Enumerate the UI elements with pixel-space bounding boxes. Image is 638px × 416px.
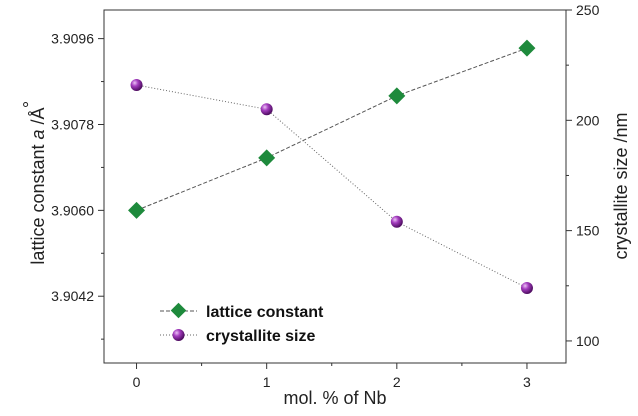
series-layer <box>128 39 536 294</box>
x-tick-label: 3 <box>523 374 531 390</box>
left-tick-label: 3.9060 <box>51 202 94 218</box>
right-tick-label: 250 <box>576 2 600 18</box>
series-line-lattice-constant <box>136 47 528 211</box>
legend-marker-crystallite <box>172 329 185 341</box>
legend: lattice constant crystallite size <box>160 302 324 345</box>
legend-label-lattice: lattice constant <box>206 304 324 321</box>
left-tick-label: 3.9078 <box>51 116 94 132</box>
data-point-crystallite-size <box>520 281 533 294</box>
left-axis-title-symbol: Å <box>28 107 48 119</box>
series-line-crystallite-size <box>136 84 528 289</box>
left-axis-title: lattice constant a /Å <box>28 107 48 264</box>
plot-frame <box>103 9 567 364</box>
left-axis-ticks: 3.9042 3.9060 3.9078 3.9096 <box>51 31 104 340</box>
left-axis-title-main: lattice constant <box>28 139 48 264</box>
left-axis-title-ring: ° <box>22 99 29 119</box>
x-tick-label: 1 <box>263 374 271 390</box>
data-point-lattice-constant <box>518 39 536 57</box>
x-tick-label: 0 <box>133 374 141 390</box>
left-axis-title-var: a <box>28 129 48 139</box>
x-tick-label: 2 <box>393 374 401 390</box>
data-point-crystallite-size <box>130 79 143 92</box>
data-point-lattice-constant <box>128 201 146 219</box>
right-axis-title: crystallite size /nm <box>611 112 631 259</box>
right-tick-label: 150 <box>576 223 600 239</box>
data-point-crystallite-size <box>390 215 403 228</box>
x-axis-ticks: 0 1 2 3 <box>133 363 531 390</box>
right-axis-ticks: 100 150 200 250 <box>566 2 600 349</box>
legend-label-crystallite: crystallite size <box>206 328 316 345</box>
left-tick-label: 3.9042 <box>51 288 94 304</box>
data-point-crystallite-size <box>260 103 273 116</box>
right-tick-label: 100 <box>576 333 600 349</box>
legend-marker-lattice <box>170 302 187 319</box>
data-point-lattice-constant <box>258 149 276 167</box>
left-tick-label: 3.9096 <box>51 31 94 47</box>
left-axis-title-unit: / <box>28 119 48 129</box>
data-point-lattice-constant <box>388 87 406 105</box>
x-axis-title: mol. % of Nb <box>283 388 386 408</box>
right-tick-label: 200 <box>576 112 600 128</box>
